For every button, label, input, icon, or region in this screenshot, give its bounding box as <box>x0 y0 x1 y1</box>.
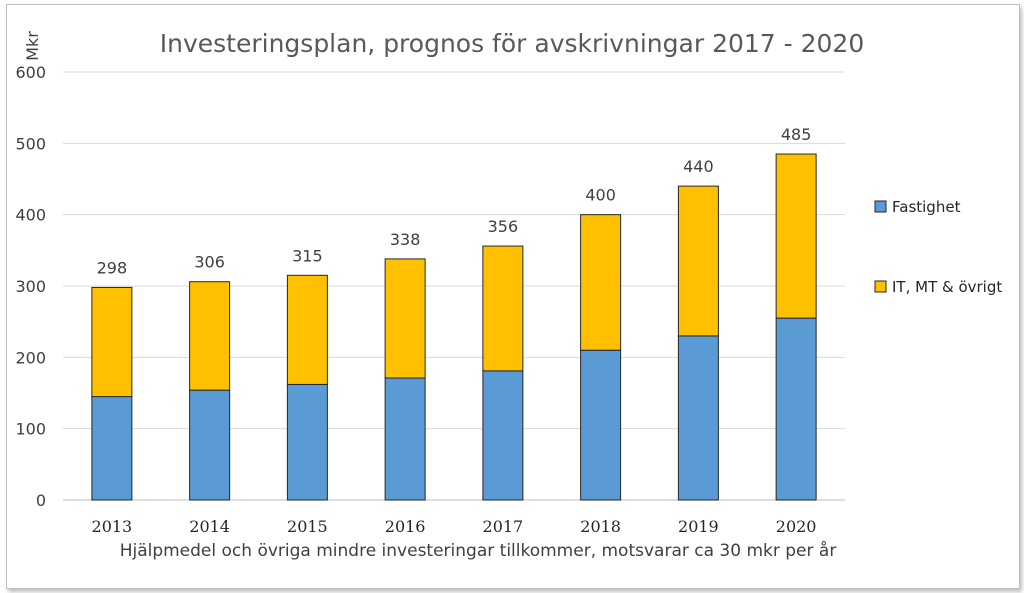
legend-label: Fastighet <box>892 198 961 216</box>
x-tick-label: 2014 <box>189 517 230 536</box>
x-tick-label: 2016 <box>385 517 426 536</box>
bar-it-mt-ovrigt-2015 <box>286 274 328 385</box>
y-tick-label: 400 <box>15 206 46 225</box>
legend-swatch <box>874 200 887 213</box>
chart-title: Investeringsplan, prognos för avskrivnin… <box>160 29 864 58</box>
x-tick-label: 2017 <box>483 517 524 536</box>
bar-it-mt-ovrigt-2014 <box>189 281 231 391</box>
y-axis-label: Mkr <box>23 31 42 61</box>
total-data-label: 400 <box>585 186 616 205</box>
x-tick-label: 2019 <box>678 517 719 536</box>
bar-fastighet-2016 <box>384 377 426 501</box>
x-tick-label: 2020 <box>776 517 817 536</box>
total-data-label: 306 <box>194 253 225 272</box>
legend: Fastighet IT, MT & övrigt <box>874 198 1002 296</box>
y-tick-label: 0 <box>36 491 46 510</box>
bar-it-mt-ovrigt-2013 <box>91 286 133 398</box>
x-axis-ticks: 2013 2014 2015 2016 2017 2018 2019 2020 <box>92 517 817 536</box>
bar-fastighet-2018 <box>580 349 622 501</box>
y-tick-label: 500 <box>15 134 46 153</box>
bar-fastighet-2017 <box>482 370 524 501</box>
chart-note: Hjälpmedel och övriga mindre investering… <box>120 540 837 561</box>
total-data-label: 338 <box>390 230 421 249</box>
bar-it-mt-ovrigt-2018 <box>580 214 622 351</box>
total-data-label: 440 <box>683 157 714 176</box>
data-labels: 298 306 315 338 356 400 440 485 <box>97 125 812 277</box>
total-data-label: 356 <box>488 217 519 236</box>
y-tick-label: 100 <box>15 420 46 439</box>
legend-swatch <box>874 280 887 293</box>
x-tick-label: 2013 <box>92 517 133 536</box>
bars <box>91 153 817 501</box>
bar-it-mt-ovrigt-2017 <box>482 245 524 372</box>
bar-it-mt-ovrigt-2020 <box>775 153 817 319</box>
bar-fastighet-2019 <box>677 335 719 501</box>
bar-it-mt-ovrigt-2019 <box>677 185 719 337</box>
legend-label: IT, MT & övrigt <box>892 278 1002 296</box>
bar-it-mt-ovrigt-2016 <box>384 258 426 379</box>
y-axis-ticks: 0 100 200 300 400 500 600 <box>15 63 46 510</box>
total-data-label: 485 <box>781 125 812 144</box>
y-tick-label: 300 <box>15 277 46 296</box>
bar-fastighet-2013 <box>91 396 133 501</box>
total-data-label: 315 <box>292 246 323 265</box>
bar-fastighet-2020 <box>775 317 817 501</box>
bar-fastighet-2015 <box>286 383 328 501</box>
y-tick-label: 600 <box>15 63 46 82</box>
total-data-label: 298 <box>97 258 128 277</box>
x-tick-label: 2015 <box>287 517 328 536</box>
bar-fastighet-2014 <box>189 389 231 501</box>
gridlines <box>63 71 845 501</box>
x-tick-label: 2018 <box>580 517 621 536</box>
y-tick-label: 200 <box>15 348 46 367</box>
